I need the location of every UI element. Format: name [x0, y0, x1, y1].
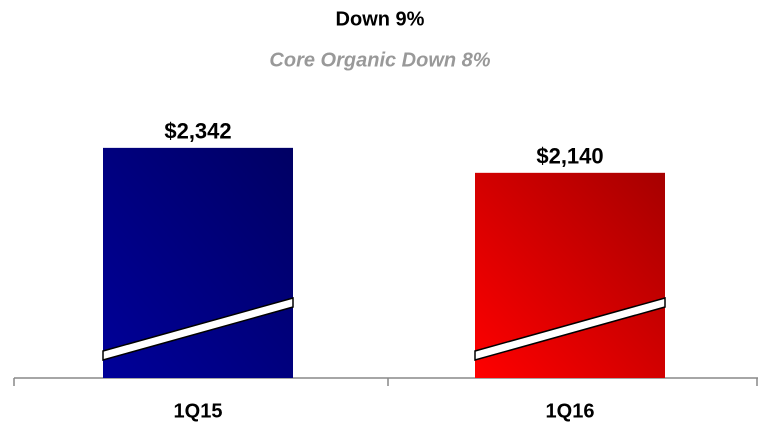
- axis-break: [102, 297, 294, 361]
- value-label: $2,140: [536, 144, 603, 169]
- chart-subtitle: Core Organic Down 8%: [269, 49, 490, 71]
- x-tick-label: 1Q15: [174, 400, 223, 422]
- value-label: $2,342: [164, 119, 231, 144]
- x-tick-label: 1Q16: [546, 400, 595, 422]
- bar-shade: [103, 147, 293, 378]
- axis-break: [474, 297, 666, 361]
- chart-title: Down 9%: [336, 8, 425, 30]
- x-axis: [13, 377, 758, 386]
